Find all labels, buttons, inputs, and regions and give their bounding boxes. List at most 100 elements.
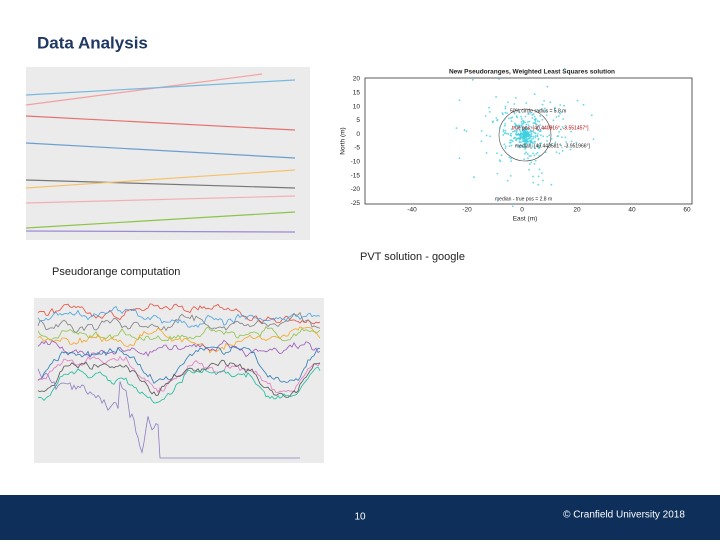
solution-point — [534, 134, 537, 137]
solution-point — [550, 144, 552, 147]
solution-point — [526, 153, 529, 155]
series-line — [37, 326, 321, 342]
solution-point — [543, 99, 545, 102]
solution-point — [515, 139, 517, 142]
solution-point — [555, 116, 558, 118]
solution-point — [510, 132, 512, 135]
solution-point — [551, 126, 553, 129]
solution-point — [513, 130, 516, 133]
y-tick-label: 20 — [353, 76, 361, 83]
solution-point — [496, 152, 498, 155]
solution-point — [510, 120, 513, 122]
solution-point — [524, 146, 527, 149]
line — [25, 79, 296, 96]
solution-point — [519, 130, 522, 133]
solution-point — [534, 147, 536, 150]
solution-point — [504, 107, 507, 110]
solution-point — [508, 141, 511, 144]
solution-point — [565, 141, 568, 143]
solution-point — [529, 134, 531, 137]
solution-point — [510, 144, 513, 147]
solution-point — [520, 134, 523, 137]
solution-point — [518, 129, 521, 131]
plot-area — [364, 77, 693, 205]
solution-point — [529, 142, 532, 145]
solution-point — [538, 144, 541, 147]
solution-point — [503, 132, 506, 135]
solution-point — [542, 126, 545, 129]
solution-point — [504, 147, 507, 150]
y-tick-label: 10 — [353, 103, 361, 110]
slide-title: Data Analysis — [37, 33, 148, 52]
solution-point — [550, 183, 553, 186]
solution-point — [499, 160, 502, 163]
solution-point — [512, 140, 514, 143]
y-tick-label: 15 — [353, 90, 361, 97]
solution-point — [530, 132, 533, 135]
solution-point — [520, 118, 523, 120]
solution-point — [536, 120, 539, 122]
solution-point — [527, 113, 530, 115]
solution-point — [536, 145, 539, 147]
solution-point — [582, 103, 585, 106]
solution-point — [518, 111, 521, 114]
solution-point — [531, 145, 534, 148]
solution-point — [465, 130, 468, 133]
page-number: 10 — [354, 512, 366, 523]
solution-point — [522, 122, 525, 125]
solution-point — [526, 142, 528, 145]
solution-point — [525, 102, 528, 104]
solution-point — [537, 137, 540, 140]
solution-point — [564, 136, 567, 139]
solution-point — [507, 101, 509, 104]
solution-point — [532, 137, 535, 140]
solution-point — [522, 120, 525, 123]
median-circle — [498, 108, 552, 162]
solution-point — [527, 127, 530, 130]
solution-point — [471, 78, 474, 81]
solution-point — [524, 132, 527, 134]
line — [25, 179, 296, 189]
solution-point — [575, 141, 578, 144]
annotation: median - true pos = 2.8 m — [495, 196, 552, 202]
solution-point — [560, 111, 563, 114]
solution-point — [549, 101, 552, 104]
solution-point — [518, 146, 521, 149]
solution-point — [528, 120, 531, 123]
line — [25, 211, 296, 229]
solution-point — [537, 183, 540, 186]
solution-point — [537, 146, 540, 149]
x-tick-label: 20 — [573, 207, 581, 214]
solution-point — [569, 148, 572, 151]
solution-point — [543, 107, 546, 110]
solution-point — [502, 134, 505, 136]
line — [25, 195, 296, 204]
x-tick-label: -40 — [407, 207, 417, 214]
solution-point — [542, 135, 545, 138]
solution-point — [530, 138, 533, 141]
solution-point — [511, 130, 514, 133]
solution-point — [498, 78, 500, 80]
solution-point — [529, 112, 532, 114]
solution-point — [522, 127, 525, 130]
line — [25, 73, 263, 106]
solution-point — [520, 135, 522, 138]
solution-point — [545, 110, 547, 112]
solution-point — [489, 135, 491, 138]
x-tick-label: -20 — [462, 207, 472, 214]
solution-point — [524, 121, 527, 124]
solution-point — [538, 168, 541, 171]
solution-point — [560, 144, 563, 147]
solution-point — [532, 113, 535, 116]
solution-point — [541, 103, 544, 106]
solution-point — [520, 141, 522, 144]
solution-point — [498, 126, 501, 129]
y-tick-label: 0 — [356, 131, 360, 138]
solution-point — [540, 108, 543, 111]
solution-point — [472, 176, 475, 178]
solution-point — [559, 104, 562, 106]
solution-point — [528, 163, 531, 165]
solution-point — [516, 129, 518, 132]
solution-point — [523, 129, 526, 132]
